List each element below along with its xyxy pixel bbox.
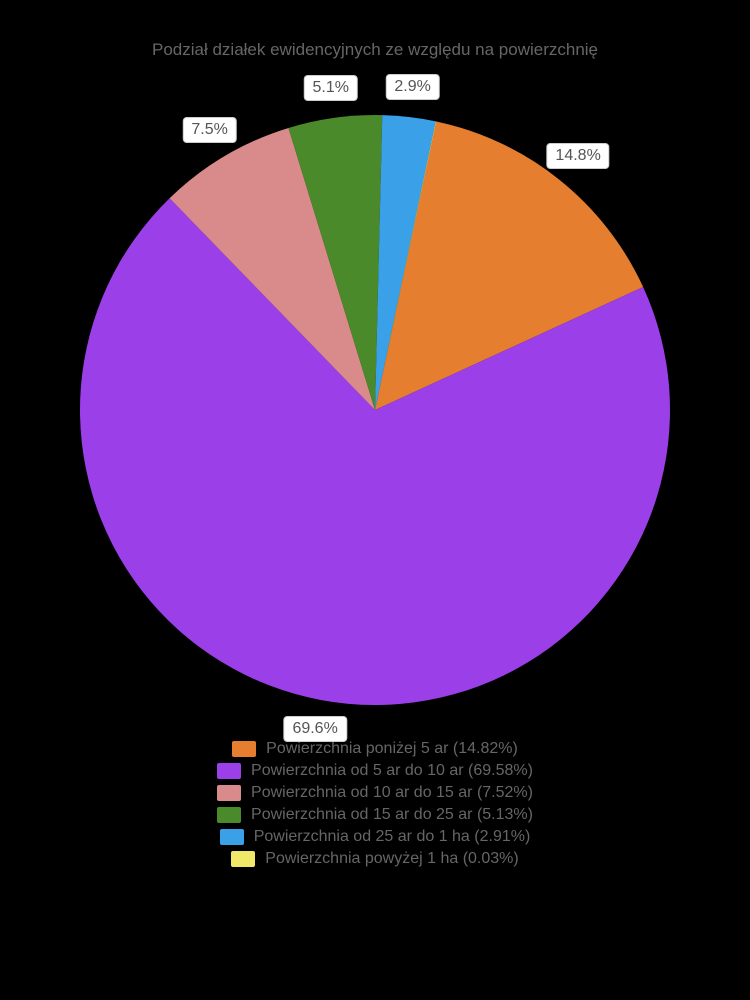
legend-swatch [232, 741, 256, 757]
legend-item: Powierzchnia od 5 ar do 10 ar (69.58%) [217, 762, 533, 780]
slice-label: 2.9% [385, 74, 439, 100]
chart-title: Podział działek ewidencyjnych ze względu… [0, 0, 750, 60]
legend-label: Powierzchnia poniżej 5 ar (14.82%) [266, 740, 518, 758]
slice-label: 7.5% [182, 117, 236, 143]
legend-swatch [217, 763, 241, 779]
legend-swatch [231, 851, 255, 867]
legend-label: Powierzchnia powyżej 1 ha (0.03%) [265, 850, 518, 868]
legend-label: Powierzchnia od 5 ar do 10 ar (69.58%) [251, 762, 533, 780]
legend-label: Powierzchnia od 25 ar do 1 ha (2.91%) [254, 828, 531, 846]
legend-swatch [217, 785, 241, 801]
slice-label: 5.1% [304, 75, 358, 101]
legend-swatch [217, 807, 241, 823]
slice-label: 14.8% [546, 143, 609, 169]
legend-swatch [220, 829, 244, 845]
chart-container: Podział działek ewidencyjnych ze względu… [0, 0, 750, 1000]
pie-chart: 14.8%69.6%7.5%5.1%2.9% [75, 110, 675, 710]
legend: Powierzchnia poniżej 5 ar (14.82%) Powier… [0, 740, 750, 868]
legend-label: Powierzchnia od 15 ar do 25 ar (5.13%) [251, 806, 533, 824]
slice-label: 69.6% [283, 716, 346, 742]
legend-label: Powierzchnia od 10 ar do 15 ar (7.52%) [251, 784, 533, 802]
legend-item: Powierzchnia powyżej 1 ha (0.03%) [231, 850, 518, 868]
legend-item: Powierzchnia poniżej 5 ar (14.82%) [232, 740, 518, 758]
legend-item: Powierzchnia od 10 ar do 15 ar (7.52%) [217, 784, 533, 802]
legend-item: Powierzchnia od 25 ar do 1 ha (2.91%) [220, 828, 531, 846]
legend-item: Powierzchnia od 15 ar do 25 ar (5.13%) [217, 806, 533, 824]
